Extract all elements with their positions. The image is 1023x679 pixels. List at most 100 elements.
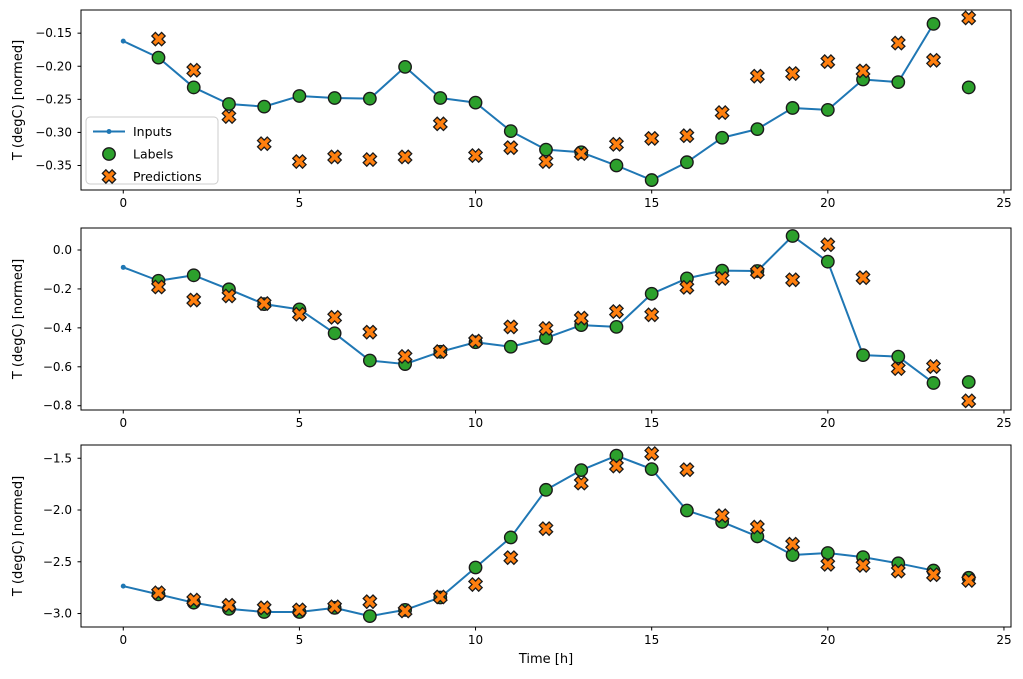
prediction-x-marker [785,272,801,288]
prediction-x-marker [538,153,554,170]
prediction-x-marker [150,279,167,295]
prediction-x-marker [855,270,871,286]
label-circle-marker [186,268,201,283]
label-circle-marker [644,173,659,187]
input-dot-marker [120,583,126,589]
label-circle-marker [327,326,342,341]
x-tick-label: 25 [996,416,1011,430]
label-circle-marker [750,122,765,137]
prediction-x-marker [467,576,484,593]
prediction-x-marker [256,600,272,616]
label-circle-marker [820,546,835,560]
prediction-x-marker [890,360,906,377]
prediction-x-marker [749,519,765,535]
label-circle-marker [680,503,694,518]
y-tick-label: −0.8 [43,399,72,413]
y-tick-label: −0.15 [35,26,72,40]
prediction-x-marker [221,288,237,304]
label-circle-marker [785,548,800,562]
legend-entry-predictions: Predictions [101,168,202,185]
prediction-x-marker [749,68,765,84]
y-tick-label: −0.25 [35,92,72,106]
prediction-x-marker [362,324,378,340]
x-tick-label: 20 [820,416,835,430]
x-tick-label: 25 [996,633,1011,647]
label-circle-marker [398,60,412,74]
prediction-x-marker [714,270,730,286]
legend-entry-labels: Labels [102,147,173,162]
prediction-x-marker [820,556,836,572]
label-circle-marker [715,130,730,145]
prediction-x-marker [679,462,695,478]
prediction-x-marker [150,31,167,47]
prediction-x-marker [925,359,942,375]
prediction-x-marker [186,592,202,608]
prediction-x-marker [538,320,554,337]
label-circle-marker [609,158,624,173]
label-circle-marker [539,482,553,497]
y-tick-label: −2.5 [43,555,72,569]
y-tick-label: −1.5 [43,451,72,465]
x-axis-label: Time [h] [518,652,573,667]
y-tick-label: −2.0 [43,503,72,517]
prediction-x-marker [573,146,589,162]
label-circle-marker [644,286,659,301]
prediction-x-marker [644,307,660,323]
label-circle-marker [151,50,166,65]
prediction-x-marker [820,237,836,253]
x-tick-label: 10 [468,416,483,430]
prediction-x-marker [925,52,942,68]
prediction-x-marker [221,597,237,613]
label-circle-marker [468,560,483,575]
prediction-x-marker [961,572,977,588]
prediction-x-marker [855,557,871,573]
x-tick-label: 15 [644,416,659,430]
prediction-x-marker [327,309,343,325]
y-tick-label: −0.2 [43,282,72,296]
prediction-x-marker [327,149,343,165]
prediction-x-marker [397,149,413,165]
legend-box [85,116,219,185]
y-axis-label: T (degC) [normed] [11,40,26,161]
legend-label: Predictions [133,169,202,184]
prediction-x-marker [186,62,202,78]
prediction-x-marker [785,65,801,82]
y-axis: −0.15 −0.20 −0.25 −0.30 −0.35 [35,26,81,173]
y-axis-label: T (degC) [normed] [11,259,26,380]
prediction-x-marker [749,264,765,280]
prediction-x-marker [397,603,413,619]
axes-frame [80,227,1012,411]
x-tick-label: 5 [296,196,304,210]
label-circle-marker [503,124,518,139]
label-circle-marker [186,80,201,95]
x-axis: 0 5 10 15 20 25 [119,627,1012,647]
y-tick-label: −0.4 [43,321,72,335]
x-tick-label: 0 [119,196,127,210]
subplot-3: 0 5 10 15 20 25 −1.5 −2.0 −2.5 −3.0 T (degC) [norm… [11,444,1012,647]
prediction-x-marker [101,168,117,185]
x-tick-label: 15 [644,633,659,647]
label-circle-marker [785,101,800,115]
label-circle-marker [891,75,906,90]
y-tick-label: −3.0 [43,607,72,621]
x-tick-label: 10 [468,633,483,647]
prediction-x-marker [608,303,625,320]
label-circle-marker [891,349,906,364]
prediction-x-marker [291,306,307,322]
prediction-x-marker [890,35,906,51]
prediction-x-marker [256,295,272,312]
prediction-x-marker [256,136,272,152]
input-dot-marker [120,38,126,44]
prediction-x-marker [503,319,519,335]
predictions-series [150,446,977,619]
prediction-x-marker [890,563,906,579]
label-circle-marker [680,155,694,170]
prediction-x-marker [855,63,871,79]
label-circle-marker [433,91,448,105]
prediction-x-marker [397,348,413,365]
label-circle-marker [926,16,941,31]
input-dot-marker [120,264,126,270]
y-tick-label: −0.20 [35,59,72,73]
label-circle-marker [926,376,941,390]
